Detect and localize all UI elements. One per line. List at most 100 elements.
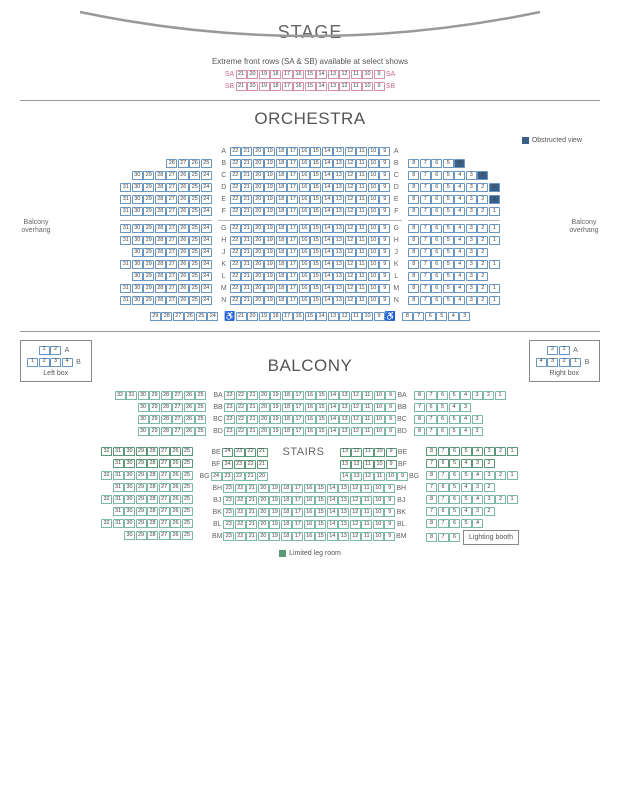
seat-3[interactable]: 3 <box>472 507 483 516</box>
seat-13[interactable]: 13 <box>338 496 349 505</box>
seat-32[interactable]: 32 <box>101 519 112 528</box>
seat-30[interactable]: 30 <box>132 260 143 269</box>
seat-11[interactable]: 11 <box>356 147 367 156</box>
seat-3[interactable]: 3 <box>466 171 477 180</box>
seat-27[interactable]: 27 <box>166 195 177 204</box>
seat-20[interactable]: 20 <box>253 296 264 305</box>
seat-29[interactable]: 29 <box>136 483 147 492</box>
seat-17[interactable]: 17 <box>293 427 304 436</box>
seat-14[interactable]: 14 <box>316 82 327 91</box>
seat-20[interactable]: 20 <box>259 403 270 412</box>
seat-7[interactable]: 7 <box>420 207 431 216</box>
seat-22[interactable]: 22 <box>230 260 241 269</box>
seat-10[interactable]: 10 <box>368 236 379 245</box>
seat-28[interactable]: 28 <box>161 391 172 400</box>
seat-2[interactable]: 2 <box>484 459 495 468</box>
seat-21[interactable]: 21 <box>246 532 257 541</box>
seat-21[interactable]: 21 <box>236 70 247 79</box>
seat-7[interactable]: 7 <box>420 296 431 305</box>
seat-27[interactable]: 27 <box>159 447 170 456</box>
seat-23[interactable]: 23 <box>224 427 235 436</box>
seat-4[interactable]: 4 <box>454 248 465 257</box>
seat-7[interactable]: 7 <box>420 284 431 293</box>
seat-3[interactable]: 3 <box>460 403 471 412</box>
seat-3[interactable]: 3 <box>472 483 483 492</box>
seat-25[interactable]: 25 <box>189 171 200 180</box>
seat-22[interactable]: 22 <box>230 195 241 204</box>
seat-4[interactable]: 4 <box>454 183 465 192</box>
seat-5[interactable]: 5 <box>437 403 448 412</box>
seat-6[interactable]: 6 <box>431 260 442 269</box>
seat-19[interactable]: 19 <box>270 415 281 424</box>
seat-29[interactable]: 29 <box>136 459 147 468</box>
seat-22[interactable]: 22 <box>230 236 241 245</box>
seat-5[interactable]: 5 <box>461 447 472 456</box>
seat-20[interactable]: 20 <box>253 195 264 204</box>
seat-31[interactable]: 31 <box>120 183 131 192</box>
seat-26[interactable]: 26 <box>178 248 189 257</box>
seat-9[interactable]: 9 <box>384 484 395 493</box>
seat-14[interactable]: 14 <box>340 472 351 481</box>
seat-2[interactable]: 2 <box>39 358 50 367</box>
seat-29[interactable]: 29 <box>143 224 154 233</box>
seat-11[interactable]: 11 <box>363 448 374 457</box>
seat-4[interactable]: 4 <box>454 207 465 216</box>
seat-23[interactable]: 23 <box>224 415 235 424</box>
seat-1[interactable]: 1 <box>39 346 50 355</box>
seat-9[interactable]: 9 <box>374 70 385 79</box>
seat-26[interactable]: 26 <box>178 272 189 281</box>
seat-16[interactable]: 16 <box>299 272 310 281</box>
seat-22[interactable]: 22 <box>236 403 247 412</box>
seat-8[interactable]: 8 <box>408 284 419 293</box>
seat-12[interactable]: 12 <box>339 70 350 79</box>
seat-12[interactable]: 12 <box>339 312 350 321</box>
seat-31[interactable]: 31 <box>113 459 124 468</box>
seat-20[interactable]: 20 <box>258 520 269 529</box>
seat-16[interactable]: 16 <box>299 195 310 204</box>
seat-4[interactable]: 4 <box>454 272 465 281</box>
seat-5[interactable]: 5 <box>449 507 460 516</box>
seat-16[interactable]: 16 <box>293 70 304 79</box>
seat-13[interactable]: 13 <box>339 427 350 436</box>
seat-29[interactable]: 29 <box>143 195 154 204</box>
seat-19[interactable]: 19 <box>264 195 275 204</box>
seat-18[interactable]: 18 <box>276 195 287 204</box>
seat-4[interactable]: 4 <box>454 284 465 293</box>
seat-5[interactable]: 5 <box>443 159 454 168</box>
seat-6[interactable]: 6 <box>431 207 442 216</box>
seat-17[interactable]: 17 <box>282 70 293 79</box>
seat-8[interactable]: 8 <box>408 296 419 305</box>
seat-7[interactable]: 7 <box>438 519 449 528</box>
seat-12[interactable]: 12 <box>351 427 362 436</box>
seat-26[interactable]: 26 <box>170 471 181 480</box>
seat-2[interactable]: 2 <box>477 171 488 180</box>
seat-16[interactable]: 16 <box>305 391 316 400</box>
seat-31[interactable]: 31 <box>113 447 124 456</box>
seat-15[interactable]: 15 <box>310 159 321 168</box>
seat-22[interactable]: 22 <box>235 484 246 493</box>
seat-17[interactable]: 17 <box>293 403 304 412</box>
seat-6[interactable]: 6 <box>449 447 460 456</box>
seat-18[interactable]: 18 <box>281 484 292 493</box>
seat-19[interactable]: 19 <box>264 183 275 192</box>
seat-3[interactable]: 3 <box>459 312 470 321</box>
seat-14[interactable]: 14 <box>327 532 338 541</box>
seat-20[interactable]: 20 <box>259 427 270 436</box>
seat-30[interactable]: 30 <box>132 195 143 204</box>
seat-6[interactable]: 6 <box>438 483 449 492</box>
seat-25[interactable]: 25 <box>182 507 193 516</box>
seat-16[interactable]: 16 <box>299 260 310 269</box>
seat-15[interactable]: 15 <box>310 171 321 180</box>
seat-19[interactable]: 19 <box>264 248 275 257</box>
seat-9[interactable]: 9 <box>379 284 390 293</box>
seat-8[interactable]: 8 <box>408 195 419 204</box>
seat-11[interactable]: 11 <box>363 460 374 469</box>
seat-22[interactable]: 22 <box>230 171 241 180</box>
seat-21[interactable]: 21 <box>245 472 256 481</box>
seat-6[interactable]: 6 <box>431 236 442 245</box>
seat-25[interactable]: 25 <box>182 495 193 504</box>
seat-12[interactable]: 12 <box>350 484 361 493</box>
seat-21[interactable]: 21 <box>247 391 258 400</box>
seat-12[interactable]: 12 <box>339 82 350 91</box>
seat-7[interactable]: 7 <box>438 471 449 480</box>
